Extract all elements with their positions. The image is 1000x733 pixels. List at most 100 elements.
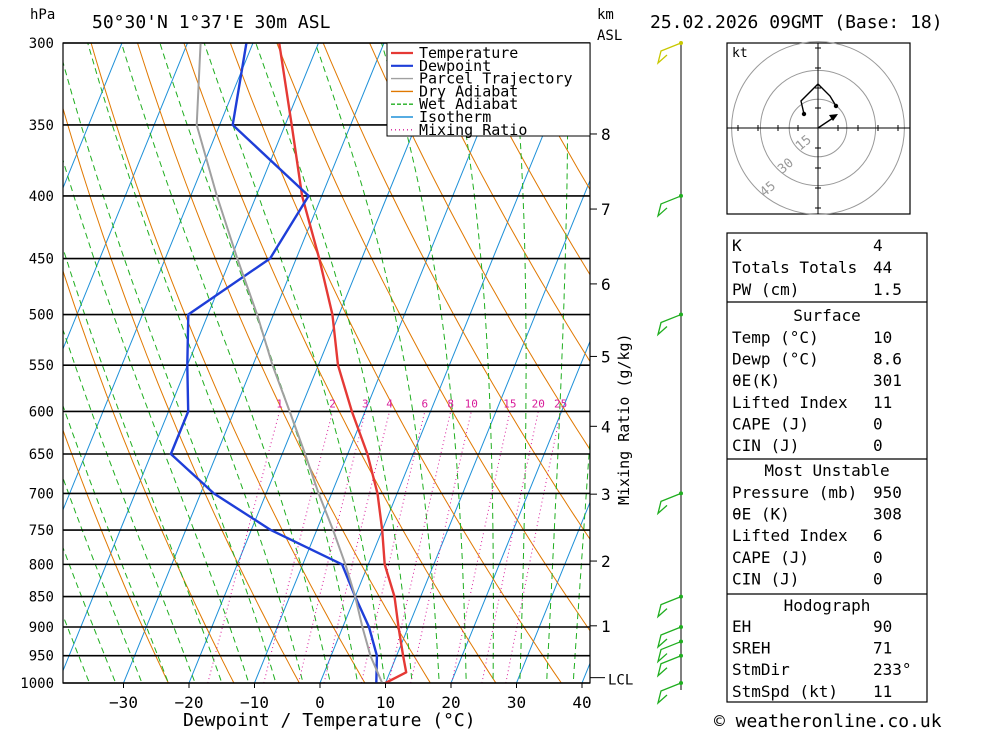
isotherm-line [0,6,6,709]
mixing-ratio-line [481,411,539,683]
wind-barb [656,596,682,619]
legend-entry: Dry Adiabat [419,82,518,100]
surface-row-label: CIN (J) [732,436,799,455]
pressure-label: 600 [29,404,54,420]
surface-row-value: 8.6 [873,350,902,369]
x-tick-label: 0 [315,693,325,712]
surface-row-value: 301 [873,371,902,390]
barb-staff [656,640,682,664]
run-title: 25.02.2026 09GMT (Base: 18) [650,12,943,33]
pressure-label: 450 [29,252,54,268]
mixing-ratio-label: 3 [362,397,369,410]
pressure-label: 750 [29,523,54,539]
hodograph-row-value: 71 [873,639,892,658]
x-tick-label: 30 [507,693,526,712]
most-unstable-row-value: 950 [873,483,902,502]
mixing-ratio-label: 6 [421,397,428,410]
x-tick-label: 20 [441,693,460,712]
surface-row-label: Lifted Index [732,393,848,412]
barb-staff [656,655,682,678]
mixing-ratio-label: 8 [447,397,454,410]
wet-adiabat-line [63,404,170,683]
surface-row-label: θE(K) [732,371,780,390]
wet-adiabat-line [314,43,440,683]
hodograph-row-label: EH [732,617,751,636]
mixing-ratio-label: 25 [554,397,567,410]
pressure-label: 900 [29,620,54,636]
hodograph-row-label: StmSpd (kt) [732,682,838,701]
barb-staff [656,313,682,337]
pressure-label: 850 [29,590,54,606]
pressure-label: 800 [29,557,54,573]
mixing-ratio-line [360,411,426,683]
surface-row-label: Dewp (°C) [732,350,819,369]
legend-box [386,42,591,137]
most-unstable-row-value: 0 [873,548,883,567]
hodograph-row-value: 11 [873,682,892,701]
km-tick-label: 3 [601,485,611,504]
mixing-ratio-label: 2 [329,397,336,410]
wind-barbs [656,41,683,705]
index-row-value: 1.5 [873,280,902,299]
index-row-label: Totals Totals [732,258,857,277]
km-tick-label: 6 [601,275,611,294]
most-unstable-row-label: Pressure (mb) [732,483,857,502]
storm-motion-arrowhead [829,114,838,121]
wet-adiabat-line [63,328,196,683]
km-tick-label: 8 [601,125,611,144]
most-unstable-row-value: 308 [873,505,902,524]
index-row-label: PW (cm) [732,280,799,299]
x-tick-label: −10 [240,693,269,712]
mixing-ratio-line [263,411,334,683]
pressure-label: 950 [29,649,54,665]
dry-adiabat-line [369,43,590,451]
hodograph-row-value: 90 [873,617,892,636]
wet-adiabat-line [511,43,527,683]
km-tick-label: 4 [601,417,611,436]
mixing-ratio-label: 20 [532,397,545,410]
barb-staff [656,626,682,649]
wet-adiabat-line [63,476,143,683]
x-tick-label: −30 [109,693,138,712]
lcl-label: LCL [608,673,633,689]
pressure-label: 550 [29,358,54,374]
mixing-ratio-line [410,411,472,683]
legend-entry: Parcel Trajectory [419,70,573,88]
surface-row-value: 11 [873,393,892,412]
wind-barb [656,313,682,337]
hodograph-row-value: 233° [873,660,912,679]
wind-barb [656,195,682,218]
indices-frame [726,232,928,703]
mixing-ratio-line [388,411,452,683]
most-unstable-title: Most Unstable [764,461,889,480]
isotherm-line [63,43,254,512]
dry-adiabat-line [63,269,235,683]
index-row-value: 44 [873,258,892,277]
most-unstable-row-label: CAPE (J) [732,548,809,567]
hodograph-point [833,103,839,109]
hodograph-title: Hodograph [784,596,871,615]
wet-adiabat-line [63,546,117,683]
wind-barb [656,655,682,678]
legend-entry: Dewpoint [419,57,491,75]
isotherm-line [63,43,123,190]
dry-adiabat-line [183,43,497,683]
wind-barb [656,492,682,516]
legend-entry: Mixing Ratio [419,121,527,139]
plot-frame [62,42,591,684]
isotherm-line [450,340,590,683]
surface-row-value: 0 [873,414,883,433]
wet-adiabat-line [63,246,223,683]
indices-table: K 4 Totals Totals 44 PW (cm) 1.5 Surface Temp (… [726,232,928,703]
x-tick-label: −20 [175,693,204,712]
mixing-ratio-line [323,411,390,683]
dry-adiabat-line [945,6,1000,709]
wet-adiabat-line [380,43,467,683]
dry-adiabat-line [229,43,563,683]
surface-row-label: Temp (°C) [732,328,819,347]
isotherm-line [63,43,320,673]
surface-row-value: 0 [873,436,883,455]
dry-adiabat-line [461,43,590,276]
